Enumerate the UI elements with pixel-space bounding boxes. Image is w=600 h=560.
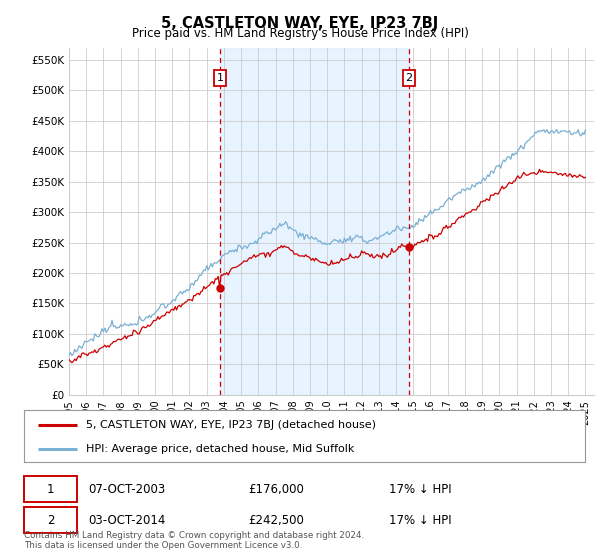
Text: £176,000: £176,000 <box>248 483 304 496</box>
Text: Price paid vs. HM Land Registry's House Price Index (HPI): Price paid vs. HM Land Registry's House … <box>131 27 469 40</box>
Text: 1: 1 <box>47 483 55 496</box>
FancyBboxPatch shape <box>24 477 77 502</box>
FancyBboxPatch shape <box>24 507 77 533</box>
Text: 07-OCT-2003: 07-OCT-2003 <box>89 483 166 496</box>
Text: 2: 2 <box>406 73 413 83</box>
Text: 03-OCT-2014: 03-OCT-2014 <box>89 514 166 527</box>
Text: Contains HM Land Registry data © Crown copyright and database right 2024.
This d: Contains HM Land Registry data © Crown c… <box>24 530 364 550</box>
Text: 1: 1 <box>217 73 223 83</box>
Text: 5, CASTLETON WAY, EYE, IP23 7BJ: 5, CASTLETON WAY, EYE, IP23 7BJ <box>161 16 439 31</box>
Text: 2: 2 <box>47 514 55 527</box>
Text: 17% ↓ HPI: 17% ↓ HPI <box>389 483 451 496</box>
Bar <box>220 48 409 395</box>
Text: £242,500: £242,500 <box>248 514 304 527</box>
Text: 5, CASTLETON WAY, EYE, IP23 7BJ (detached house): 5, CASTLETON WAY, EYE, IP23 7BJ (detache… <box>86 420 376 430</box>
Text: 17% ↓ HPI: 17% ↓ HPI <box>389 514 451 527</box>
Text: HPI: Average price, detached house, Mid Suffolk: HPI: Average price, detached house, Mid … <box>86 444 354 454</box>
